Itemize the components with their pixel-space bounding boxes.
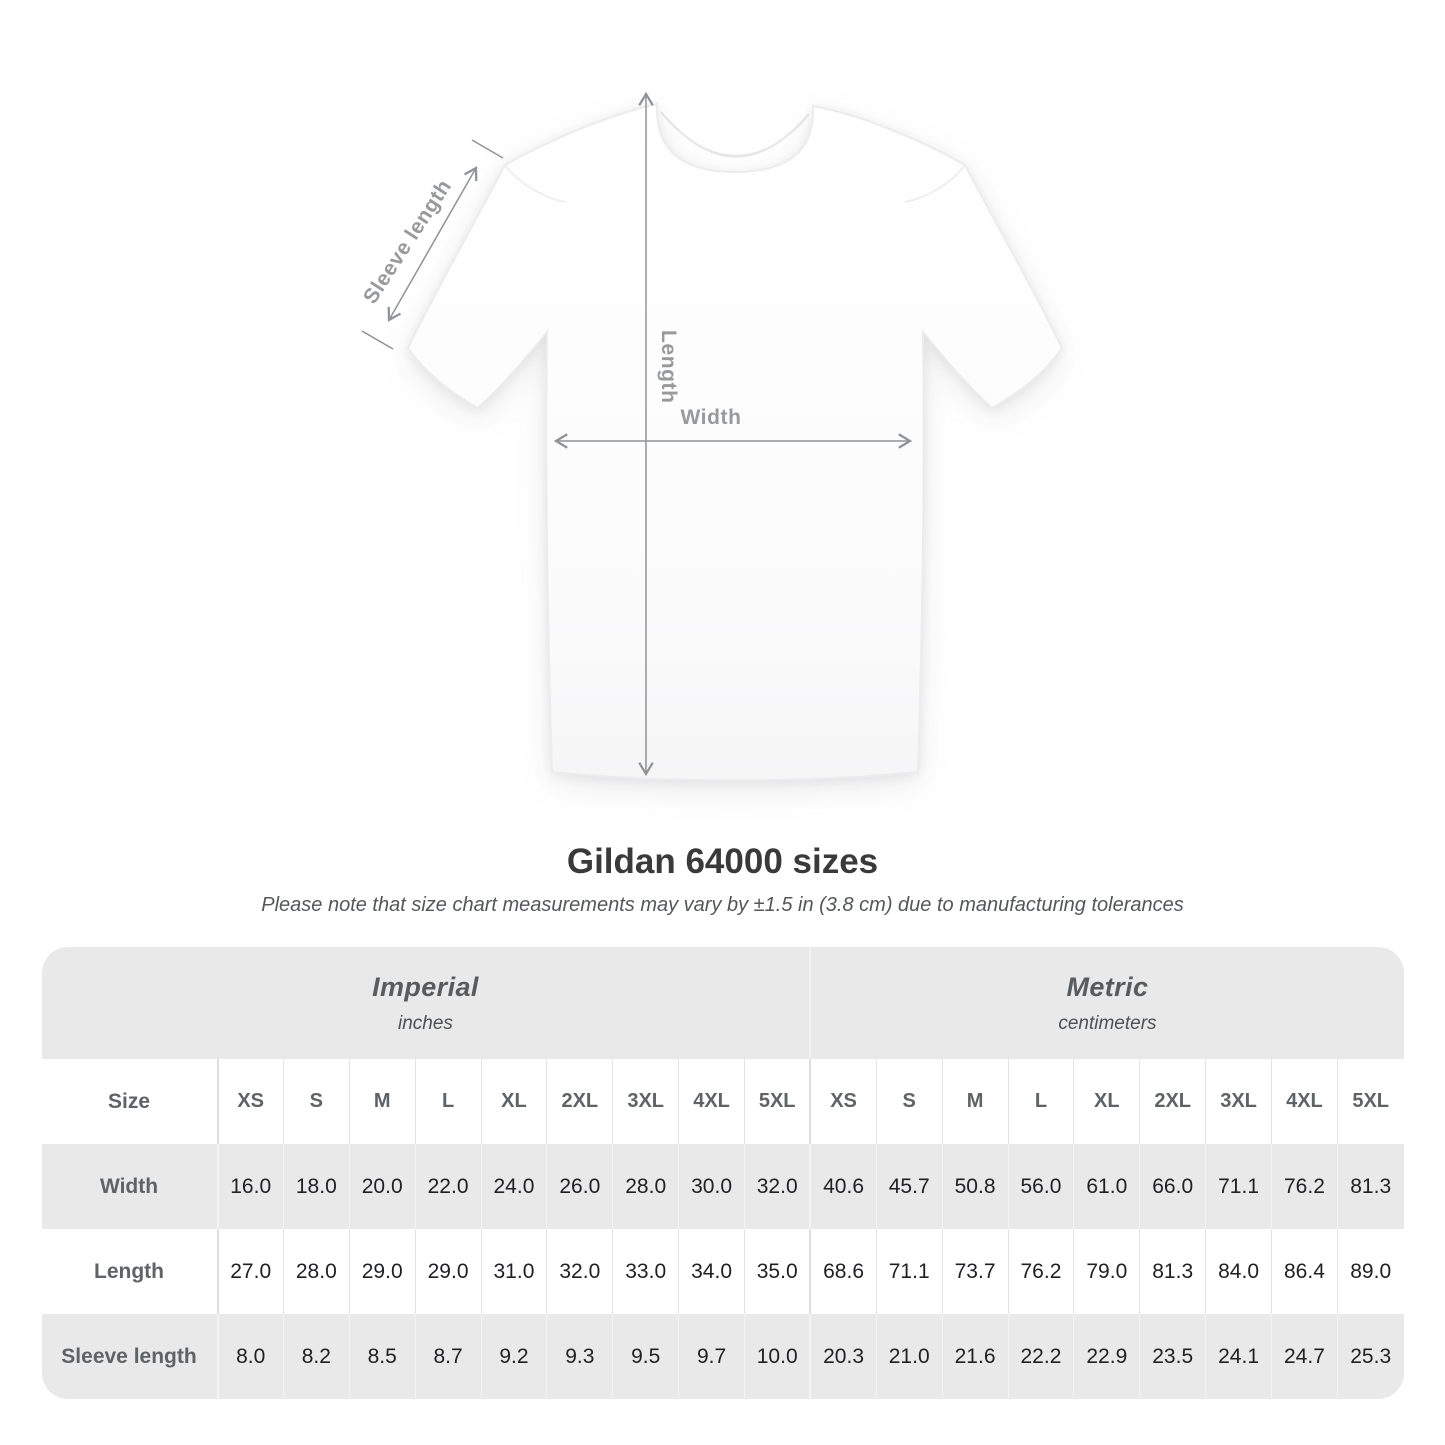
measurement-cell: 32.0 (744, 1144, 811, 1229)
measurement-cell: 22.2 (1007, 1314, 1074, 1399)
measurement-cell: 27.0 (216, 1229, 284, 1314)
width-label: Width (680, 406, 742, 429)
measurement-cell: 29.0 (348, 1229, 416, 1314)
measurement-row-label: Length (41, 1229, 218, 1314)
measurement-cell: 35.0 (744, 1229, 811, 1314)
measurement-cell: 8.5 (348, 1314, 416, 1399)
measurement-cell: 86.4 (1271, 1229, 1338, 1314)
size-table-grid: Imperial inches Metric centimeters Size … (41, 947, 1404, 1399)
size-header-cell: L (414, 1059, 481, 1144)
group-unit-imperial: inches (397, 1012, 453, 1034)
measurement-cell: 56.0 (1007, 1144, 1074, 1229)
measurement-cell: 28.0 (612, 1144, 679, 1229)
measurement-cell: 32.0 (546, 1229, 613, 1314)
measurement-cell: 50.8 (941, 1144, 1008, 1229)
size-header-cell: S (282, 1059, 350, 1144)
measurement-cell: 26.0 (546, 1144, 613, 1229)
measurement-cell: 24.1 (1205, 1314, 1272, 1399)
tolerance-note: Please note that size chart measurements… (261, 894, 1184, 916)
size-header-cell: 2XL (546, 1059, 613, 1144)
size-header-cell: 4XL (1271, 1059, 1338, 1144)
measurement-row-label: Width (41, 1144, 218, 1229)
measurement-cell: 71.1 (875, 1229, 943, 1314)
measurement-cell: 31.0 (480, 1229, 547, 1314)
measurement-cell: 25.3 (1336, 1314, 1404, 1399)
measurement-cell: 73.7 (941, 1229, 1008, 1314)
group-header-metric: Metric centimeters (810, 947, 1404, 1059)
size-header-cell: XL (1073, 1059, 1140, 1144)
size-header-cell: M (348, 1059, 416, 1144)
measurement-cell: 22.0 (414, 1144, 481, 1229)
measurement-cell: 40.6 (809, 1144, 877, 1229)
measurement-cell: 81.3 (1336, 1144, 1404, 1229)
measurement-cell: 81.3 (1139, 1229, 1206, 1314)
measurement-cell: 34.0 (678, 1229, 745, 1314)
measurement-row-label: Sleeve length (41, 1314, 218, 1399)
measurement-cell: 20.0 (348, 1144, 416, 1229)
measurement-cell: 24.0 (480, 1144, 547, 1229)
sleeve-length-arrow (361, 139, 504, 350)
measurement-cell: 9.5 (612, 1314, 679, 1399)
size-header-cell: 2XL (1139, 1059, 1206, 1144)
group-unit-metric: centimeters (1058, 1012, 1157, 1034)
measurement-cell: 28.0 (282, 1229, 350, 1314)
measurement-cell: 66.0 (1139, 1144, 1206, 1229)
size-header-cell: XS (216, 1059, 284, 1144)
measurement-cell: 29.0 (414, 1229, 481, 1314)
size-header-cell: 5XL (744, 1059, 811, 1144)
measurement-cell: 89.0 (1336, 1229, 1404, 1314)
size-table: Imperial inches Metric centimeters Size … (41, 947, 1404, 1399)
group-title-metric: Metric (1066, 971, 1149, 1002)
length-label: Length (657, 330, 680, 404)
size-header-cell: 5XL (1336, 1059, 1404, 1144)
measurement-cell: 18.0 (282, 1144, 350, 1229)
size-header-cell: XL (480, 1059, 547, 1144)
measurement-cell: 9.7 (678, 1314, 745, 1399)
measurement-cell: 8.0 (216, 1314, 284, 1399)
shirt-measurement-diagram: Sleeve length Length Width (359, 91, 1064, 782)
measurement-cell: 76.2 (1271, 1144, 1338, 1229)
size-header-cell: 4XL (678, 1059, 745, 1144)
measurement-cell: 20.3 (809, 1314, 877, 1399)
measurement-cell: 9.3 (546, 1314, 613, 1399)
measurement-cell: 9.2 (480, 1314, 547, 1399)
measurement-cell: 84.0 (1205, 1229, 1272, 1314)
measurement-cell: 79.0 (1073, 1229, 1140, 1314)
measurement-cell: 68.6 (809, 1229, 877, 1314)
page-title: Gildan 64000 sizes (566, 842, 879, 881)
size-header-cell: 3XL (1205, 1059, 1272, 1144)
measurement-cell: 76.2 (1007, 1229, 1074, 1314)
measurement-cell: 21.0 (875, 1314, 943, 1399)
group-title-imperial: Imperial (372, 971, 479, 1002)
tshirt-graphic (406, 102, 1064, 782)
group-header-imperial: Imperial inches (41, 947, 812, 1059)
measurement-row: Sleeve length 8.0 8.2 8.5 8.7 9.2 9.3 9.5 9.7 10… (41, 1314, 1404, 1399)
size-header-row: Size XS S M L XL 2XL 3XL 4XL 5XL XS S M L XL 2XL 3XL 4XL… (41, 1059, 1404, 1144)
size-corner-label: Size (41, 1059, 218, 1144)
size-header-cell: M (941, 1059, 1008, 1144)
measurement-cell: 8.7 (414, 1314, 481, 1399)
measurement-cell: 21.6 (941, 1314, 1008, 1399)
measurement-cell: 16.0 (216, 1144, 284, 1229)
measurement-row: Width 16.0 18.0 20.0 22.0 24.0 26.0 28.0 30.0 32… (41, 1144, 1404, 1229)
size-header-cell: 3XL (612, 1059, 679, 1144)
measurement-cell: 45.7 (875, 1144, 943, 1229)
unit-group-header-row: Imperial inches Metric centimeters (41, 947, 1404, 1059)
size-header-cell: S (875, 1059, 943, 1144)
size-header-cell: L (1007, 1059, 1074, 1144)
measurement-row: Length 27.0 28.0 29.0 29.0 31.0 32.0 33.0 34.0 3… (41, 1229, 1404, 1314)
measurement-cell: 61.0 (1073, 1144, 1140, 1229)
heading-block: Gildan 64000 sizes Please note that size… (0, 842, 1445, 917)
measurement-cell: 23.5 (1139, 1314, 1206, 1399)
size-header-cell: XS (809, 1059, 877, 1144)
measurement-cell: 8.2 (282, 1314, 350, 1399)
measurement-cell: 30.0 (678, 1144, 745, 1229)
measurement-cell: 24.7 (1271, 1314, 1338, 1399)
measurement-cell: 71.1 (1205, 1144, 1272, 1229)
shirt-image (361, 91, 1064, 782)
measurement-cell: 33.0 (612, 1229, 679, 1314)
measurement-cell: 10.0 (744, 1314, 811, 1399)
measurement-cell: 22.9 (1073, 1314, 1140, 1399)
